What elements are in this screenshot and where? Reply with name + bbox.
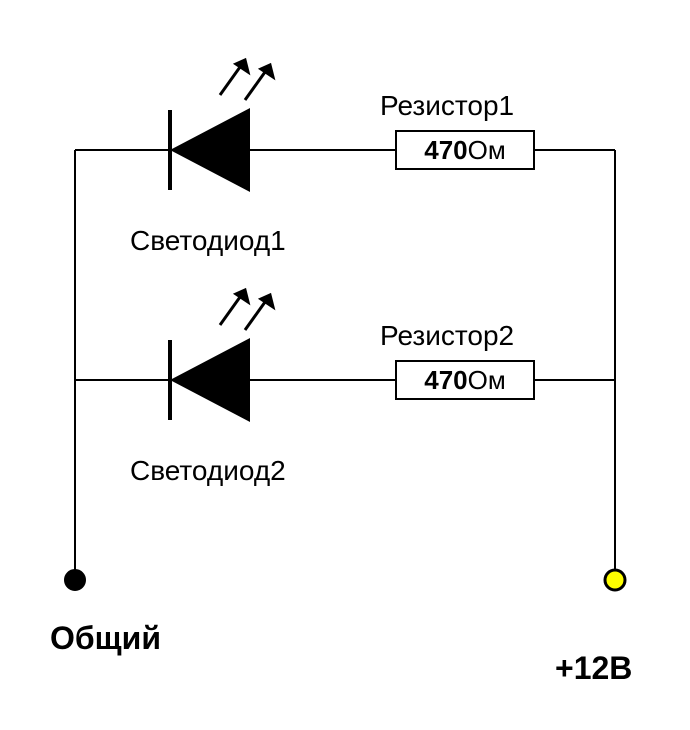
ground-terminal-icon xyxy=(65,570,85,590)
resistor2-unit: Ом xyxy=(468,365,506,396)
resistor2-box: 470 Ом xyxy=(395,360,535,400)
led1-label: Светодиод1 xyxy=(130,225,286,257)
resistor2-value: 470 xyxy=(424,365,467,396)
led2-icon xyxy=(170,290,273,422)
resistor1-value: 470 xyxy=(424,135,467,166)
resistor2-name-label: Резистор2 xyxy=(380,320,514,352)
led1-icon xyxy=(170,60,273,192)
resistor1-unit: Ом xyxy=(468,135,506,166)
resistor1-name-label: Резистор1 xyxy=(380,90,514,122)
ground-label: Общий xyxy=(50,620,161,657)
led2-label: Светодиод2 xyxy=(130,455,286,487)
resistor1-box: 470 Ом xyxy=(395,130,535,170)
vplus-terminal-icon xyxy=(605,570,625,590)
vplus-label: +12В xyxy=(555,650,632,687)
